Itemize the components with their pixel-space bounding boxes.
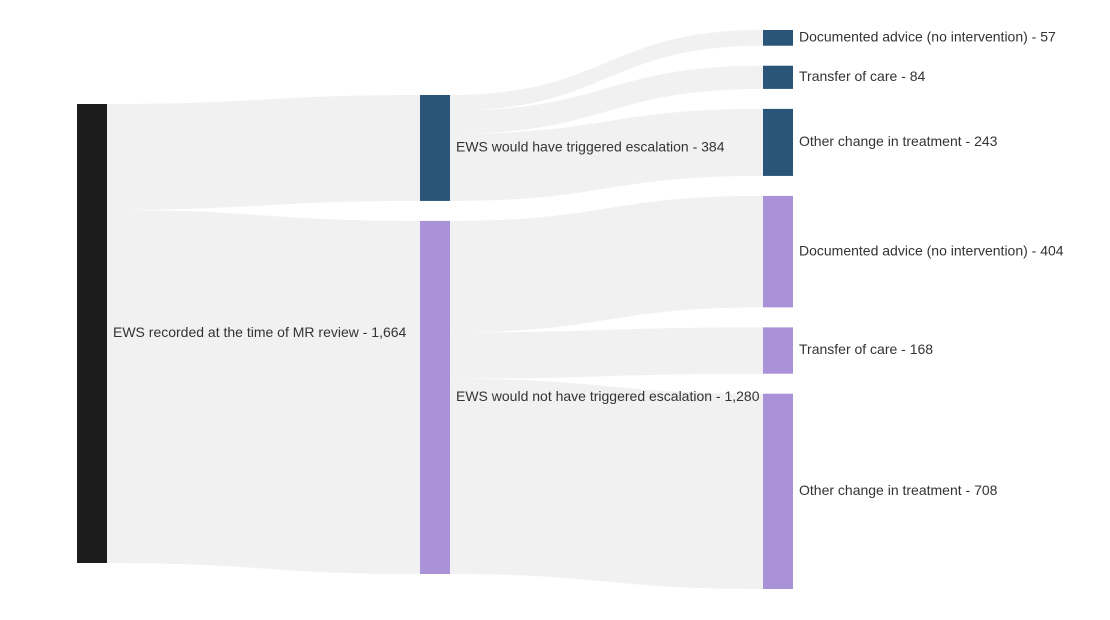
link-notrig-to-n_doc — [450, 195, 763, 333]
link-trig-to-t_oth — [450, 108, 763, 201]
node-label-root: EWS recorded at the time of MR review - … — [113, 324, 407, 340]
link-notrig-to-n_oth — [450, 378, 763, 589]
node-t_tra — [763, 65, 793, 89]
links-layer — [107, 30, 763, 589]
node-n_tra — [763, 327, 793, 374]
node-root — [77, 104, 107, 563]
labels-layer: EWS recorded at the time of MR review - … — [113, 29, 1064, 498]
link-trig-to-t_doc — [450, 30, 763, 111]
nodes-layer — [77, 30, 793, 589]
node-t_doc — [763, 30, 793, 46]
node-n_doc — [763, 195, 793, 308]
link-root-to-notrig — [107, 209, 420, 574]
link-trig-to-t_tra — [450, 65, 763, 134]
node-label-t_doc: Documented advice (no intervention) - 57 — [799, 29, 1056, 45]
node-n_oth — [763, 393, 793, 589]
node-label-n_doc: Documented advice (no intervention) - 40… — [799, 242, 1064, 258]
node-trig — [420, 95, 450, 201]
node-label-notrig: EWS would not have triggered escalation … — [456, 388, 760, 404]
link-notrig-to-n_tra — [450, 327, 763, 379]
node-label-n_oth: Other change in treatment - 708 — [799, 482, 998, 498]
node-label-t_oth: Other change in treatment - 243 — [799, 133, 998, 149]
node-t_oth — [763, 108, 793, 176]
node-notrig — [420, 220, 450, 574]
node-label-trig: EWS would have triggered escalation - 38… — [456, 139, 725, 155]
node-label-t_tra: Transfer of care - 84 — [799, 68, 926, 84]
node-label-n_tra: Transfer of care - 168 — [799, 341, 933, 357]
link-root-to-trig — [107, 95, 420, 210]
